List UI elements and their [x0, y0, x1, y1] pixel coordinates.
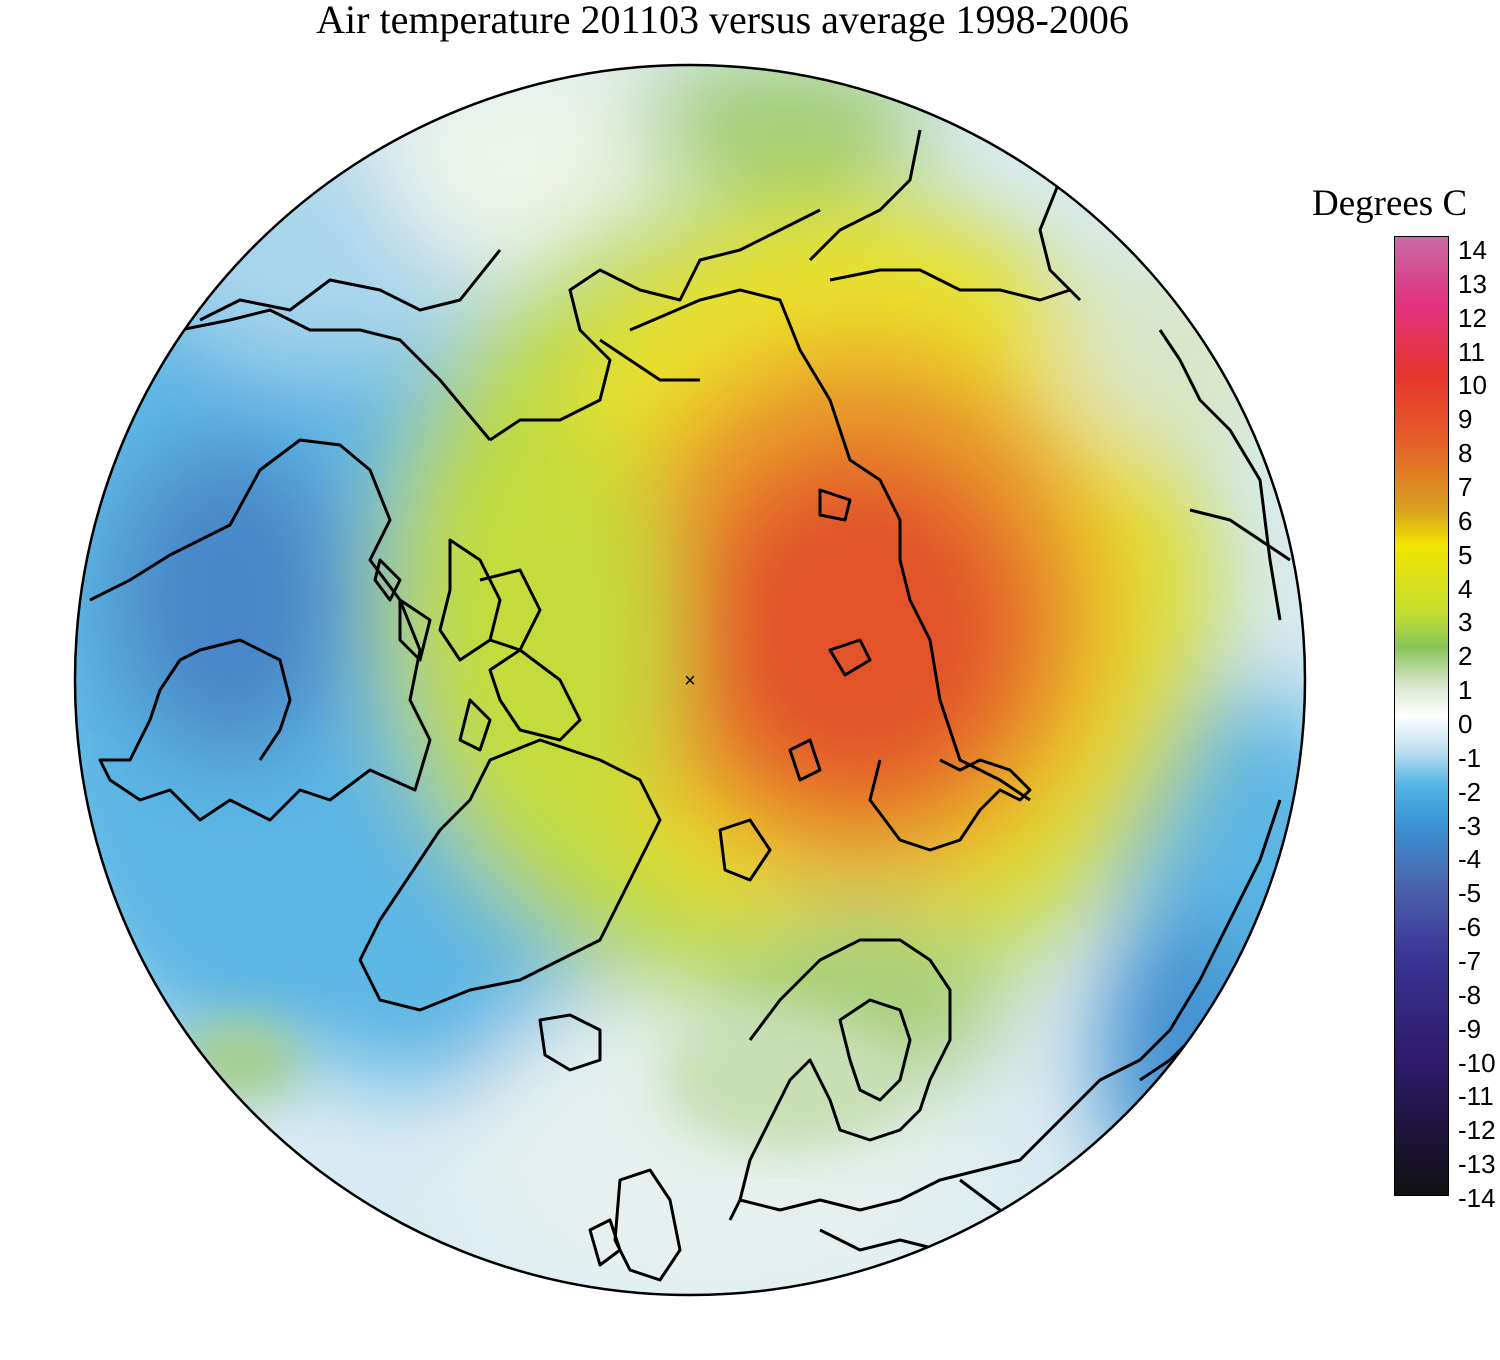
- colorbar-tick-label: 5: [1458, 539, 1473, 570]
- colorbar-tick-label: -5: [1458, 878, 1482, 909]
- colorbar-tick-label: 11: [1458, 336, 1485, 367]
- colorbar-tick-label: -13: [1458, 1149, 1496, 1180]
- colorbar-tick-label: -7: [1458, 946, 1482, 976]
- colorbar-tick-label: -3: [1458, 810, 1482, 841]
- colorbar-tick-label: -2: [1458, 776, 1482, 807]
- colorbar-tick-label: 14: [1458, 235, 1487, 265]
- temperature-anomaly-field: [75, 65, 1305, 1295]
- colorbar-tick-label: 0: [1458, 709, 1473, 739]
- colorbar-tick-label: -1: [1458, 742, 1482, 773]
- colorbar-tick-label: -12: [1458, 1115, 1496, 1146]
- colorbar-tick-label: 4: [1458, 573, 1473, 604]
- colorbar-tick-label: 12: [1458, 302, 1487, 333]
- colorbar-tick-label: 3: [1458, 607, 1473, 638]
- colorbar-tick-label: -9: [1458, 1013, 1482, 1044]
- colorbar-tick-label: 1: [1458, 675, 1473, 706]
- map-boundary-circle: [73, 63, 1307, 1297]
- colorbar-tick-label: 8: [1458, 438, 1473, 469]
- map-title: Air temperature 201103 versus average 19…: [316, 0, 1129, 42]
- north-pole-marker: ×: [684, 670, 696, 692]
- colorbar-tick-label: -8: [1458, 979, 1482, 1010]
- colorbar-tick-label: 13: [1458, 268, 1487, 299]
- colorbar-tick-label: -11: [1458, 1081, 1494, 1112]
- colorbar-tick-label: -10: [1458, 1047, 1496, 1078]
- colorbar-tick-label: 7: [1458, 472, 1473, 502]
- colorbar: [1394, 236, 1449, 1196]
- legend-title: Degrees C: [1312, 183, 1468, 224]
- colorbar-tick-label: 9: [1458, 404, 1473, 435]
- colorbar-tick-label: -6: [1458, 912, 1482, 943]
- coastlines: [89, 129, 1291, 1282]
- colorbar-tick-label: 2: [1458, 641, 1473, 672]
- colorbar-tick-label: 6: [1458, 505, 1473, 536]
- colorbar-tick-label: -4: [1458, 844, 1482, 875]
- colorbar-tick-label: 10: [1458, 370, 1487, 401]
- colorbar-tick-label: -14: [1458, 1183, 1496, 1213]
